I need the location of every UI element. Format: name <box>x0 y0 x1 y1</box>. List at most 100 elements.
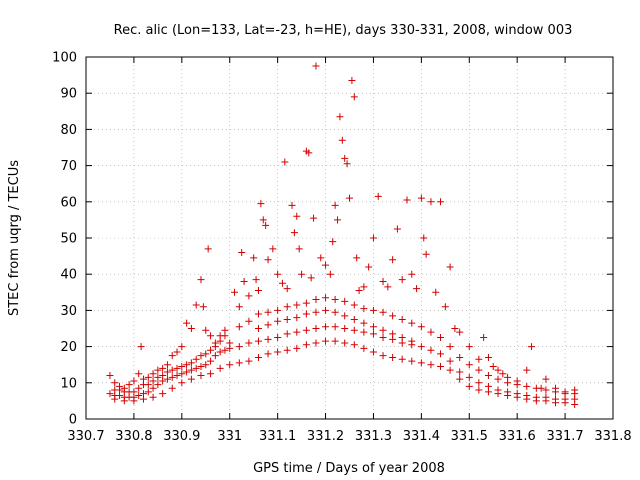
data-point <box>278 279 286 287</box>
data-point <box>417 323 425 331</box>
data-point <box>197 352 205 360</box>
data-point <box>293 301 301 309</box>
data-point <box>149 377 157 385</box>
data-point <box>484 353 492 361</box>
data-point <box>252 276 260 284</box>
data-point <box>475 386 483 394</box>
data-point <box>197 372 205 380</box>
data-point <box>437 363 445 371</box>
data-point <box>317 254 325 262</box>
data-point <box>204 245 212 253</box>
data-point <box>338 136 346 144</box>
data-point <box>369 348 377 356</box>
data-point <box>413 285 421 293</box>
data-point <box>245 292 253 300</box>
data-point <box>274 334 282 342</box>
data-point <box>326 270 334 278</box>
data-point <box>494 366 502 374</box>
data-point <box>183 368 191 376</box>
data-point <box>312 296 320 304</box>
data-point <box>283 346 291 354</box>
data-point <box>111 395 119 403</box>
data-point <box>494 375 502 383</box>
data-point <box>417 194 425 202</box>
x-tick-labels: 330.7 330.8 330.9 331 331.1 331.2 331.3 331.4 33… <box>67 429 631 444</box>
data-point <box>489 363 497 371</box>
data-point <box>307 274 315 282</box>
data-point <box>331 296 339 304</box>
x-tick-label: 331.4 <box>403 429 440 444</box>
data-point <box>408 319 416 327</box>
data-point <box>254 325 262 332</box>
data-point <box>149 393 157 401</box>
data-point <box>254 310 262 318</box>
data-point <box>420 234 428 242</box>
data-point <box>178 363 186 371</box>
data-point <box>484 388 492 396</box>
x-tick-label: 331.6 <box>499 429 536 444</box>
data-point <box>293 328 301 336</box>
data-point <box>168 384 176 392</box>
data-point <box>144 381 152 389</box>
data-point <box>302 341 310 349</box>
data-point <box>437 198 445 206</box>
chart-title: Rec. alic (Lon=133, Lat=-23, h=HE), days… <box>114 23 573 38</box>
data-point <box>417 359 425 367</box>
data-point <box>513 381 521 389</box>
data-point <box>437 334 445 342</box>
data-point <box>446 366 454 374</box>
data-point <box>331 337 339 345</box>
data-point <box>513 393 521 401</box>
data-point <box>187 325 195 332</box>
data-point <box>350 315 358 323</box>
data-point <box>403 196 411 204</box>
data-point <box>343 160 351 168</box>
data-point <box>475 366 483 374</box>
data-point <box>393 225 401 233</box>
tick-layer <box>85 56 614 420</box>
y-tick-labels: 0 10 20 30 40 50 60 70 80 90 100 <box>52 51 77 428</box>
data-point <box>322 306 330 314</box>
data-point <box>187 375 195 383</box>
data-point <box>379 326 387 334</box>
data-point <box>523 382 531 390</box>
data-point <box>154 373 162 381</box>
data-point <box>360 328 368 336</box>
data-point <box>384 283 392 291</box>
data-point <box>197 276 205 284</box>
data-point <box>192 301 200 309</box>
data-point <box>432 288 440 296</box>
data-point <box>159 364 167 372</box>
data-point <box>331 201 339 209</box>
data-point <box>298 270 306 278</box>
data-point <box>159 377 167 385</box>
y-tick-label: 80 <box>60 123 77 138</box>
data-points <box>106 62 579 409</box>
x-tick-label: 331.7 <box>546 429 583 444</box>
data-point <box>427 361 435 369</box>
data-point <box>274 270 282 278</box>
data-point <box>221 346 229 354</box>
data-point <box>144 373 152 381</box>
data-point <box>389 312 397 320</box>
data-point <box>293 212 301 220</box>
data-point <box>494 390 502 398</box>
data-point <box>183 319 191 327</box>
data-point <box>235 323 243 331</box>
data-point <box>341 312 349 320</box>
data-point <box>446 357 454 365</box>
y-tick-label: 0 <box>69 413 77 428</box>
data-point <box>422 250 430 258</box>
data-point <box>302 326 310 334</box>
data-point <box>331 323 339 331</box>
data-point <box>281 158 289 166</box>
data-point <box>456 353 464 361</box>
data-point <box>417 343 425 351</box>
data-point <box>571 401 579 409</box>
data-point <box>379 352 387 360</box>
data-point <box>154 366 162 374</box>
y-tick-label: 60 <box>60 195 77 210</box>
data-point <box>465 373 473 381</box>
data-point <box>523 366 531 374</box>
data-point <box>149 384 157 392</box>
